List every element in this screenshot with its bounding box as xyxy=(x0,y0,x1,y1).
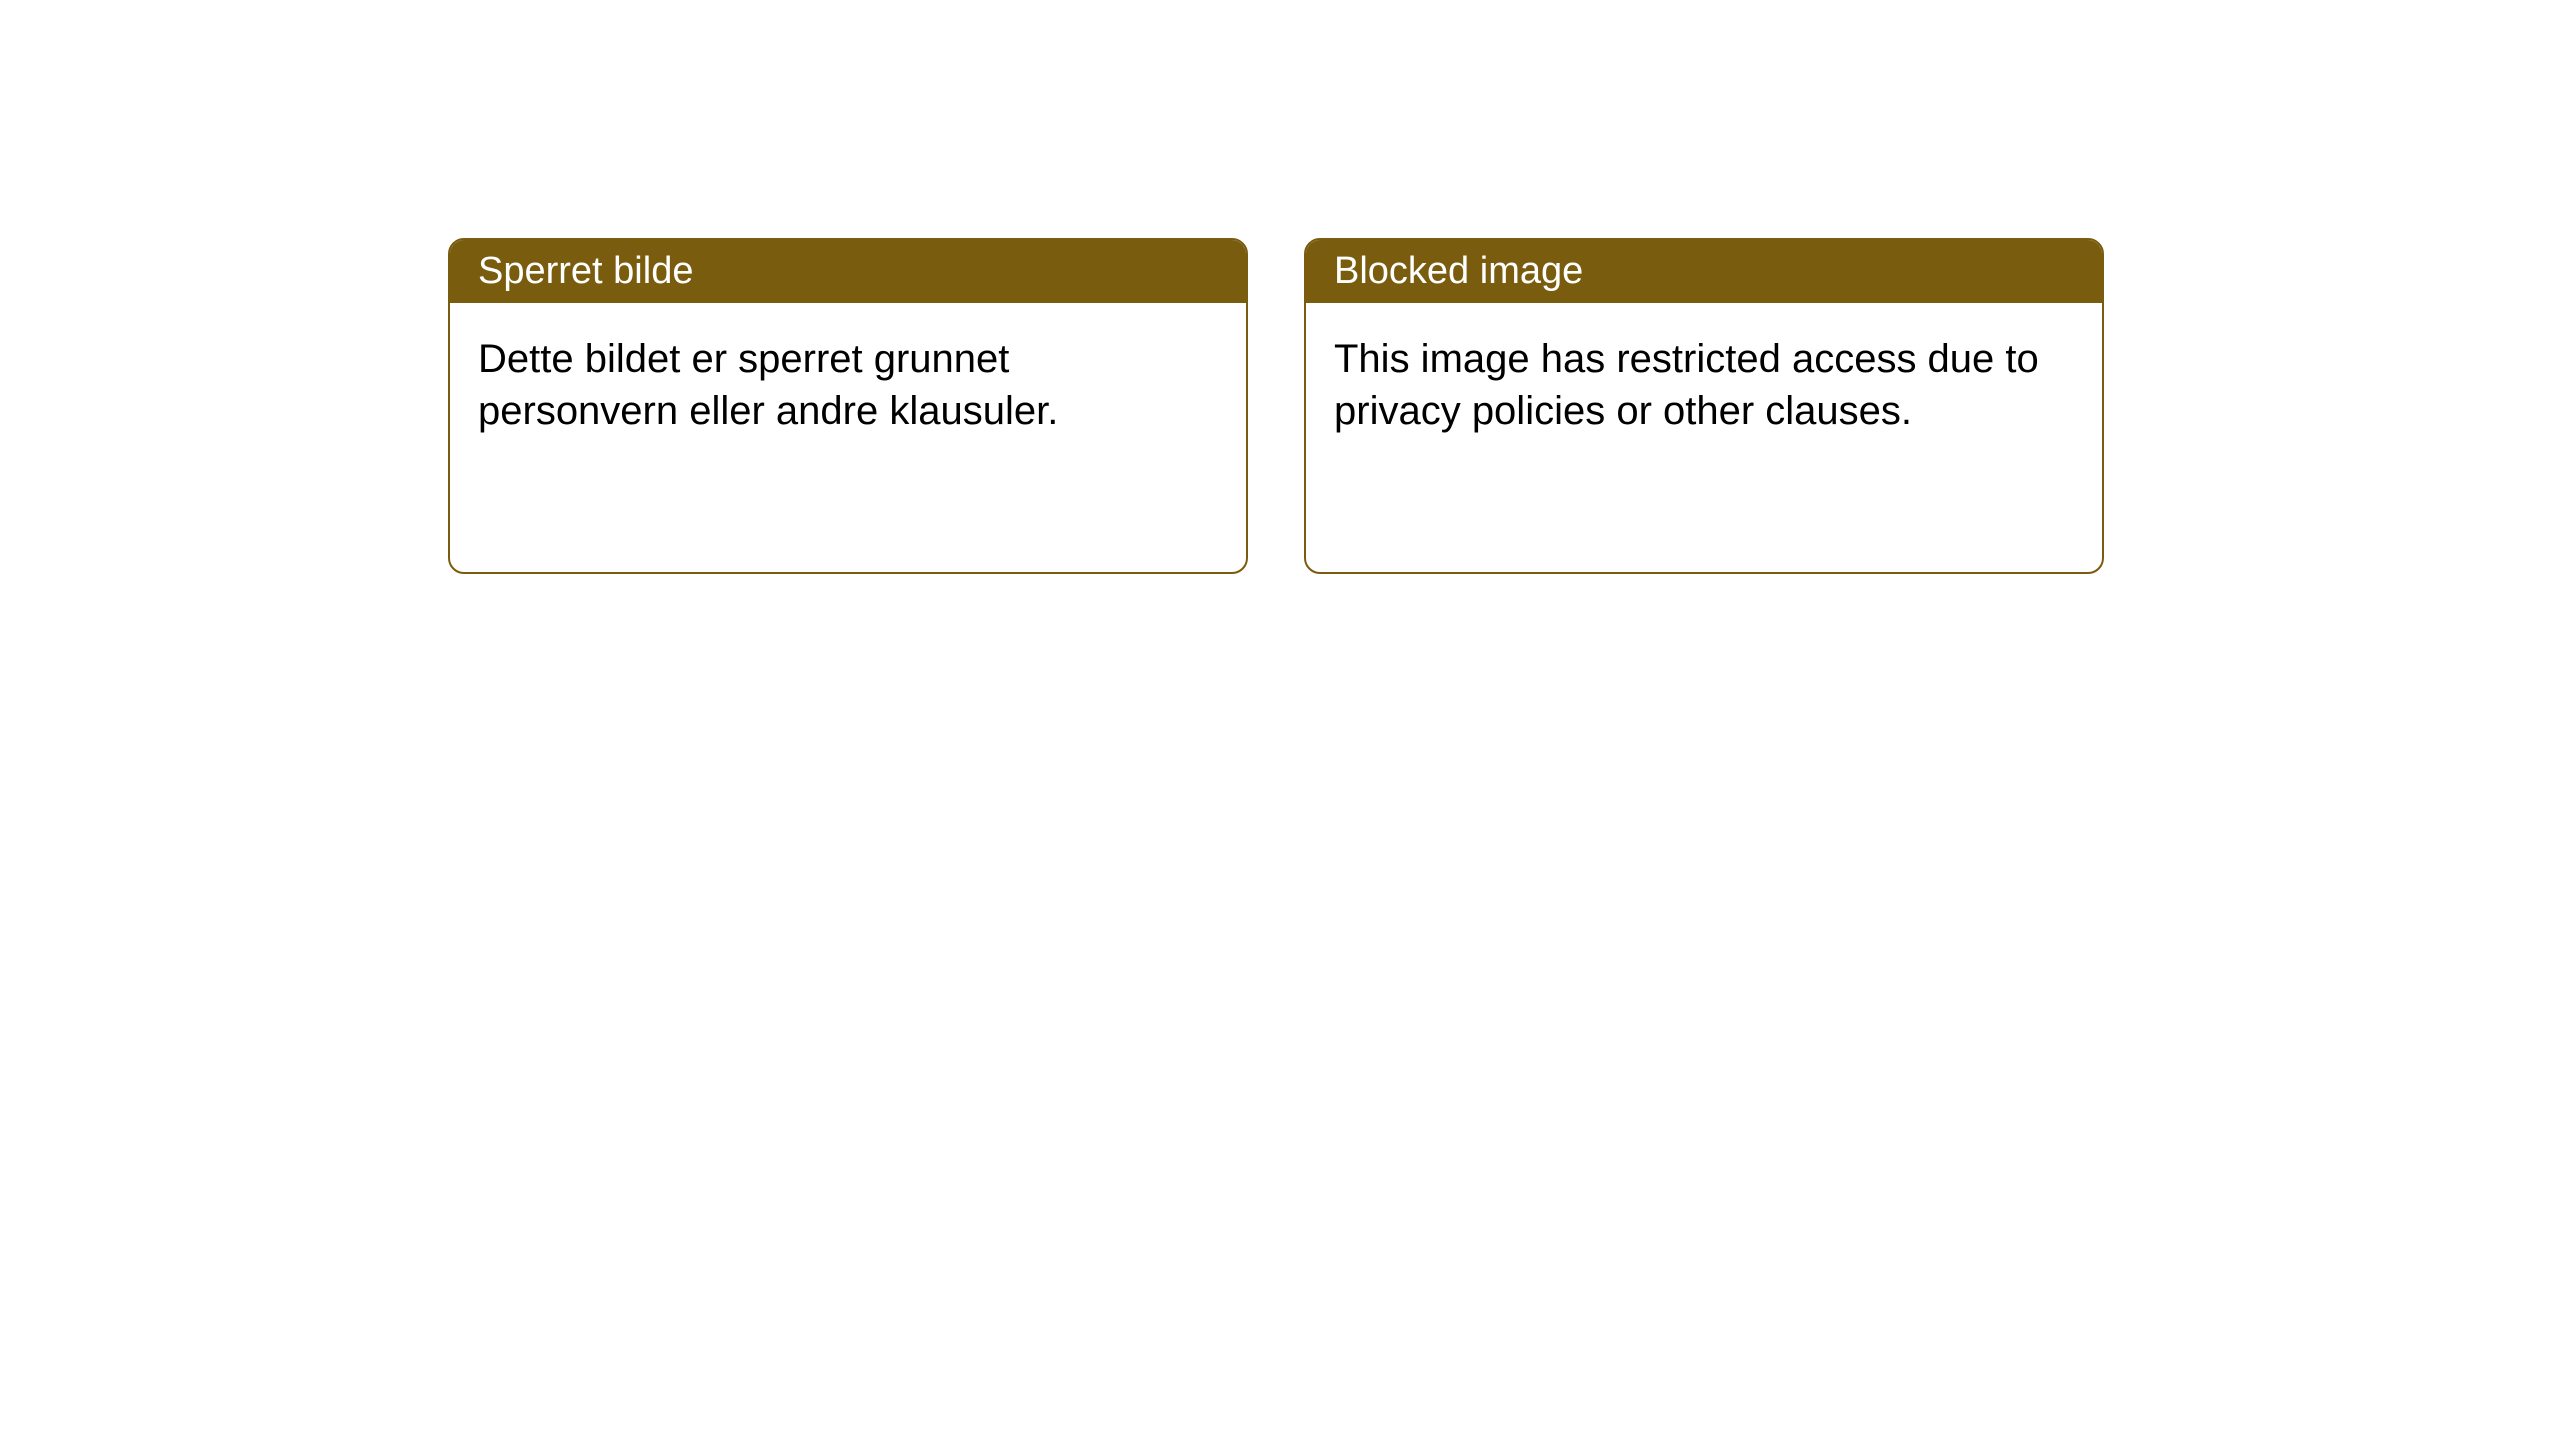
notice-body-norwegian: Dette bildet er sperret grunnet personve… xyxy=(450,303,1246,467)
notice-container: Sperret bilde Dette bildet er sperret gr… xyxy=(448,238,2104,574)
notice-card-norwegian: Sperret bilde Dette bildet er sperret gr… xyxy=(448,238,1248,574)
notice-title-english: Blocked image xyxy=(1306,240,2102,303)
notice-card-english: Blocked image This image has restricted … xyxy=(1304,238,2104,574)
notice-body-english: This image has restricted access due to … xyxy=(1306,303,2102,467)
notice-title-norwegian: Sperret bilde xyxy=(450,240,1246,303)
